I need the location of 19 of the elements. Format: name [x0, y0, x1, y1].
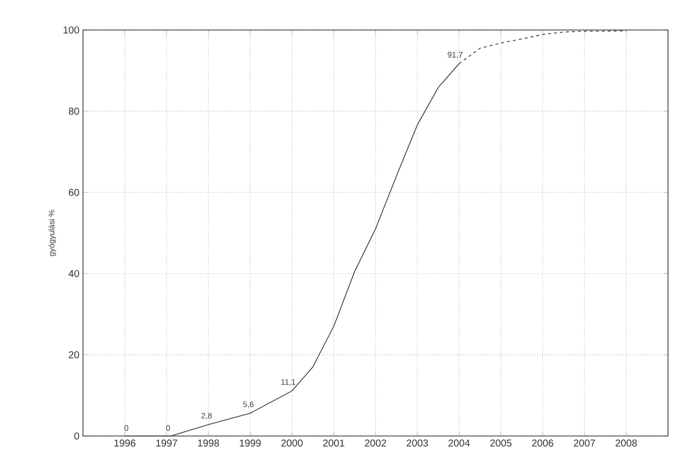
x-tick-label: 2004 — [448, 440, 470, 447]
x-tick-label: 2003 — [406, 440, 428, 447]
y-tick-label: 60 — [68, 188, 80, 196]
y-tick-label: 100 — [64, 26, 80, 34]
y-tick-label: 40 — [68, 270, 80, 278]
y-tick-label: 20 — [68, 351, 80, 358]
x-tick-label: 1998 — [198, 440, 220, 447]
x-tick-label: 1997 — [156, 440, 178, 447]
x-tick-label: 1999 — [240, 440, 261, 447]
x-tick-label: 2008 — [616, 440, 637, 447]
x-tick-label: 2006 — [532, 440, 554, 447]
x-tick-label: 1996 — [114, 440, 136, 447]
y-tick-label: 80 — [68, 108, 80, 115]
y-tick-label: 0 — [74, 432, 80, 440]
x-tick-label: 2007 — [574, 440, 596, 447]
x-tick-label: 2000 — [281, 440, 303, 447]
x-tick-label: 2002 — [364, 440, 386, 447]
x-tick-label: 2005 — [490, 440, 512, 447]
x-tick-label: 2001 — [323, 440, 344, 447]
